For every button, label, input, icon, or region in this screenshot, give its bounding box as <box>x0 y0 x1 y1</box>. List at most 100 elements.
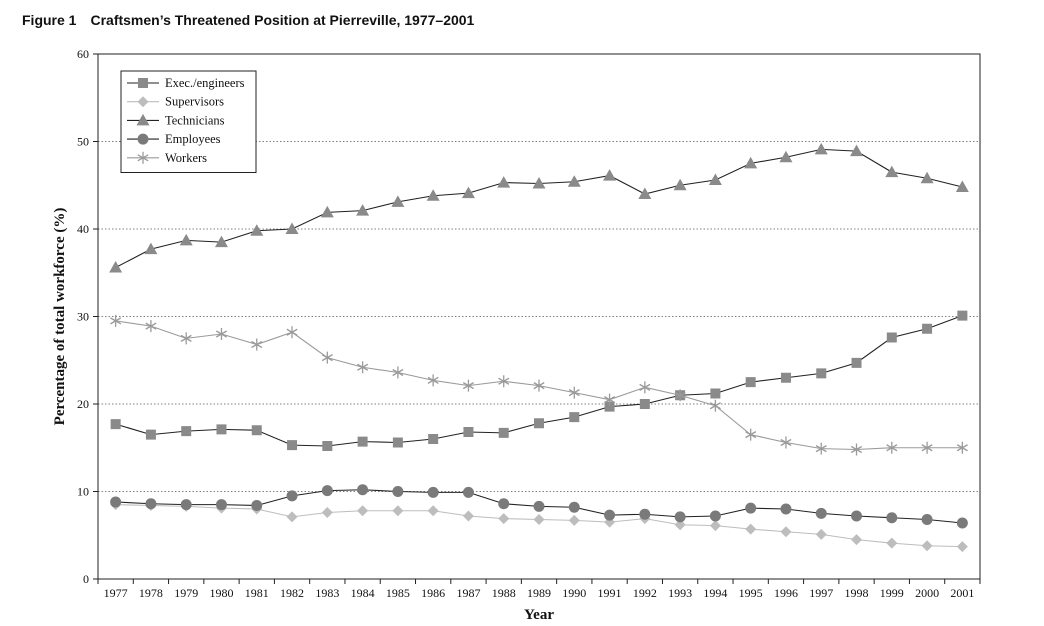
point-employees-1991 <box>604 509 616 521</box>
point-technicians-1980 <box>214 235 228 248</box>
point-technicians-2001 <box>955 180 969 192</box>
point-technicians-1993 <box>673 178 687 191</box>
point-employees-2000 <box>921 514 933 525</box>
point-workers-1983 <box>321 351 333 364</box>
point-employees-1985 <box>392 486 404 497</box>
point-technicians-1997 <box>814 142 828 155</box>
x-tick-label-1984: 1984 <box>351 586 375 600</box>
chart-title: Craftsmen’s Threatened Position at Pierr… <box>90 12 475 28</box>
x-tick-label-1979: 1979 <box>174 586 198 600</box>
point-workers-1977 <box>110 314 122 327</box>
axes <box>93 53 981 584</box>
point-exec-engineers-1979 <box>181 426 192 437</box>
point-employees-1994 <box>709 510 721 522</box>
point-exec-engineers-1980 <box>216 424 227 435</box>
legend-marker-workers <box>137 151 149 164</box>
point-exec-engineers-1995 <box>745 377 756 388</box>
point-technicians-1987 <box>461 186 475 199</box>
x-tick-label-1986: 1986 <box>421 586 445 600</box>
point-exec-engineers-1992 <box>639 399 650 409</box>
point-exec-engineers-1988 <box>498 427 509 438</box>
point-employees-1989 <box>533 500 545 512</box>
x-tick-label-1995: 1995 <box>739 586 763 600</box>
point-workers-1996 <box>780 436 792 449</box>
legend-marker-employees <box>137 133 149 145</box>
x-tick-label-1990: 1990 <box>562 586 586 600</box>
x-tick-label-1985: 1985 <box>386 586 410 600</box>
point-workers-1994 <box>709 399 721 412</box>
point-workers-1993 <box>674 389 686 402</box>
legend-label-employees: Employees <box>165 132 221 146</box>
point-exec-engineers-1990 <box>569 412 580 423</box>
point-employees-1990 <box>568 501 580 513</box>
x-tick-label-1993: 1993 <box>668 586 692 600</box>
x-tick-label-1983: 1983 <box>315 586 339 600</box>
point-employees-1992 <box>639 508 651 520</box>
x-tick-label-1987: 1987 <box>456 586 480 600</box>
point-employees-1980 <box>215 499 227 511</box>
point-employees-1979 <box>180 499 192 511</box>
series-workers <box>110 314 968 456</box>
y-tick-label-20: 20 <box>77 397 89 411</box>
legend-label-workers: Workers <box>165 151 207 165</box>
point-workers-1997 <box>815 442 827 455</box>
point-technicians-1995 <box>744 156 758 169</box>
point-supervisors-1982 <box>286 511 298 523</box>
y-tick-label-60: 60 <box>77 47 89 61</box>
point-employees-1983 <box>321 485 333 497</box>
point-exec-engineers-1996 <box>780 372 791 383</box>
point-technicians-1991 <box>603 169 617 181</box>
point-technicians-1981 <box>250 224 264 236</box>
y-tick-labels: 0 10 20 30 40 50 60 <box>77 47 89 586</box>
x-tick-label-1996: 1996 <box>774 586 798 600</box>
x-tick-labels: 1977 1978 1979 1980 1981 1982 1983 1984 1985 1986… <box>104 586 975 600</box>
point-exec-engineers-1985 <box>392 437 403 448</box>
point-technicians-1979 <box>179 233 193 246</box>
point-workers-1989 <box>533 379 545 392</box>
point-workers-1992 <box>639 381 651 394</box>
y-tick-label-0: 0 <box>83 572 89 586</box>
point-technicians-2000 <box>920 171 934 184</box>
point-technicians-1982 <box>285 222 299 234</box>
point-exec-engineers-1987 <box>463 427 474 437</box>
point-exec-engineers-1977 <box>110 419 121 430</box>
point-exec-engineers-1982 <box>287 440 298 451</box>
point-workers-1982 <box>286 326 298 339</box>
point-workers-2001 <box>956 441 968 454</box>
series-layer <box>109 142 969 553</box>
point-exec-engineers-1991 <box>604 401 615 412</box>
point-exec-engineers-1981 <box>251 425 262 436</box>
point-employees-1984 <box>357 484 369 496</box>
point-employees-1988 <box>498 498 510 510</box>
point-workers-1981 <box>251 338 263 351</box>
legend: Exec./engineers Supervisors Technicians Emp… <box>120 70 257 173</box>
point-supervisors-1988 <box>498 513 510 525</box>
point-technicians-1986 <box>426 189 440 201</box>
legend-label-technicians: Technicians <box>165 113 225 127</box>
point-employees-2001 <box>956 517 968 529</box>
point-supervisors-1990 <box>568 514 580 526</box>
point-technicians-1988 <box>497 176 511 188</box>
point-supervisors-1994 <box>709 520 721 532</box>
point-exec-engineers-1997 <box>816 368 827 379</box>
point-technicians-1994 <box>708 173 722 185</box>
point-exec-engineers-1984 <box>357 436 368 447</box>
point-employees-1977 <box>110 496 122 508</box>
point-supervisors-1998 <box>851 534 863 546</box>
point-exec-engineers-1986 <box>428 434 439 444</box>
x-tick-label-1994: 1994 <box>703 586 727 600</box>
point-exec-engineers-1999 <box>886 332 897 343</box>
x-tick-label-1997: 1997 <box>809 586 833 600</box>
point-employees-1978 <box>145 498 157 510</box>
point-workers-1984 <box>357 361 369 374</box>
point-workers-1986 <box>427 374 439 387</box>
point-supervisors-1983 <box>321 507 333 518</box>
point-supervisors-2000 <box>921 540 933 552</box>
x-axis-title: Year <box>524 607 554 623</box>
x-tick-label-1982: 1982 <box>280 586 304 600</box>
legend-marker-exec-engineers <box>138 78 148 88</box>
point-supervisors-1997 <box>815 528 827 540</box>
point-employees-1987 <box>462 486 474 498</box>
x-tick-label-2000: 2000 <box>915 586 939 600</box>
figure-number: Figure 1 <box>22 12 77 28</box>
